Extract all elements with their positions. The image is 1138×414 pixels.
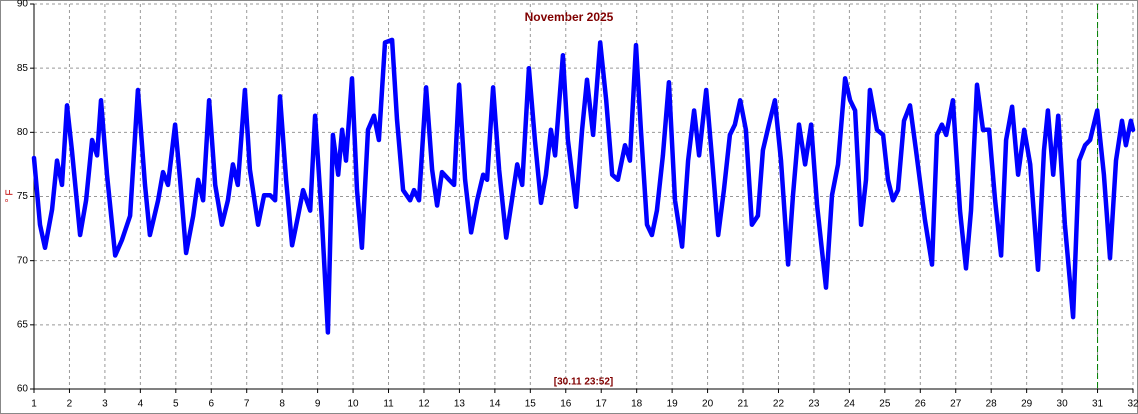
x-tick-label: 32 xyxy=(1127,399,1138,410)
x-tick-label: 15 xyxy=(525,399,537,410)
x-tick-label: 5 xyxy=(173,399,179,410)
y-tick-label: 60 xyxy=(17,384,29,395)
y-tick-label: 70 xyxy=(17,255,29,266)
y-tick-label: 65 xyxy=(17,319,29,330)
y-tick-label: 80 xyxy=(17,127,29,138)
x-tick-label: 29 xyxy=(1021,399,1033,410)
x-tick-label: 13 xyxy=(454,399,466,410)
y-axis-label: ° F xyxy=(5,190,16,203)
chart-title: November 2025 xyxy=(525,10,614,24)
x-tick-label: 19 xyxy=(667,399,679,410)
x-tick-label: 6 xyxy=(208,399,214,410)
x-tick-label: 31 xyxy=(1092,399,1104,410)
x-tick-label: 2 xyxy=(67,399,73,410)
x-tick-label: 11 xyxy=(383,399,394,410)
x-tick-label: 4 xyxy=(138,399,144,410)
y-tick-label: 75 xyxy=(17,191,29,202)
x-tick-label: 24 xyxy=(844,399,856,410)
x-tick-label: 1 xyxy=(31,399,37,410)
y-tick-label: 90 xyxy=(17,0,29,10)
x-tick-label: 7 xyxy=(244,399,250,410)
x-tick-label: 9 xyxy=(315,399,321,410)
x-tick-label: 30 xyxy=(1057,399,1069,410)
x-tick-label: 28 xyxy=(986,399,998,410)
x-tick-label: 26 xyxy=(915,399,927,410)
x-tick-label: 17 xyxy=(596,399,608,410)
x-tick-label: 8 xyxy=(279,399,285,410)
x-tick-label: 20 xyxy=(702,399,714,410)
cursor-label: [30.11 23:52] xyxy=(554,377,614,388)
x-tick-label: 12 xyxy=(418,399,430,410)
data-line xyxy=(31,37,1136,335)
y-tick-label: 85 xyxy=(17,63,29,74)
x-tick-label: 23 xyxy=(808,399,820,410)
x-tick-label: 25 xyxy=(879,399,891,410)
x-tick-label: 16 xyxy=(560,399,572,410)
x-tick-label: 10 xyxy=(348,399,360,410)
x-tick-label: 22 xyxy=(773,399,785,410)
x-tick-label: 3 xyxy=(102,399,108,410)
x-tick-label: 21 xyxy=(737,399,749,410)
x-tick-label: 18 xyxy=(631,399,643,410)
x-tick-label: 27 xyxy=(950,399,962,410)
x-tick-label: 14 xyxy=(489,399,501,410)
